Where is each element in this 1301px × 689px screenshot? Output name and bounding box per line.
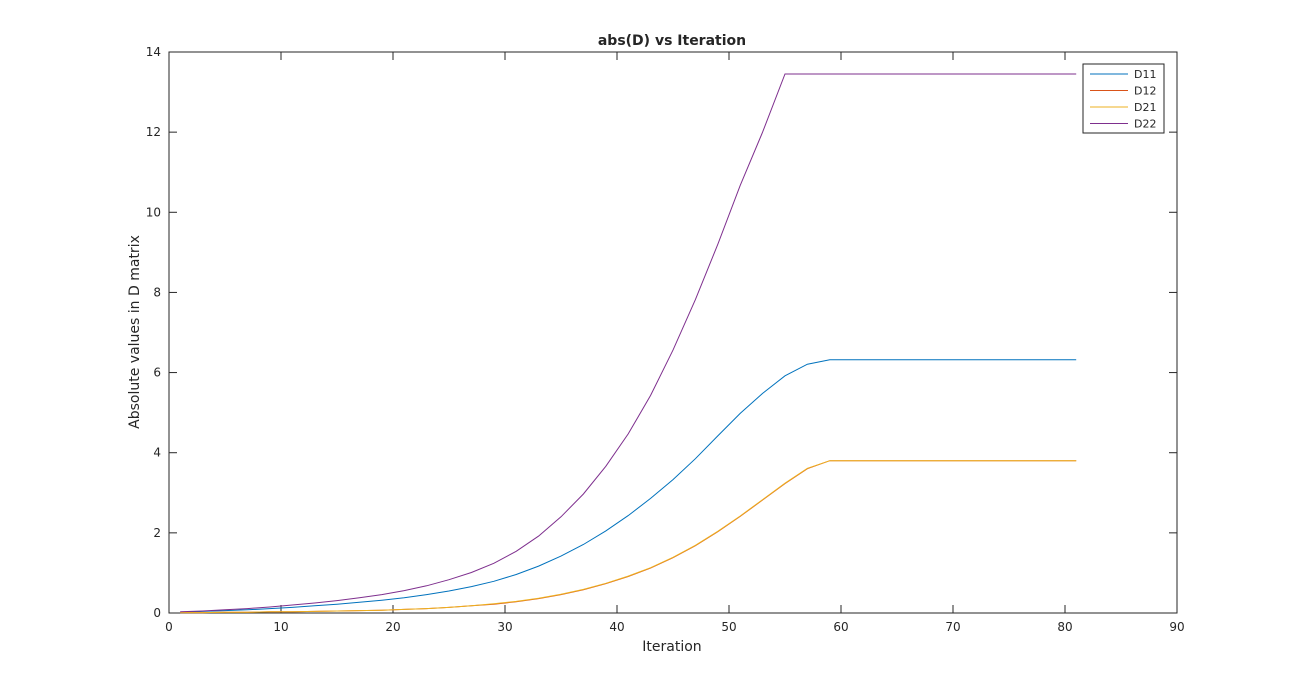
x-tick-label: 0 bbox=[165, 620, 173, 634]
chart-title: abs(D) vs Iteration bbox=[598, 33, 746, 49]
x-tick-label: 60 bbox=[833, 620, 848, 634]
y-tick-label: 2 bbox=[153, 526, 161, 540]
y-tick-label: 14 bbox=[146, 45, 161, 59]
y-tick-label: 12 bbox=[146, 125, 161, 139]
plot-area: 0 10 20 30 40 50 60 70 80 90 0 2 4 6 8 10 12 14 bbox=[146, 45, 1185, 634]
legend-label-d12: D12 bbox=[1134, 85, 1156, 98]
y-tick-label: 0 bbox=[153, 606, 161, 620]
legend-box bbox=[1082, 63, 1165, 134]
x-tick-label: 50 bbox=[721, 620, 736, 634]
axes-box bbox=[168, 51, 1178, 614]
y-axis-label: Absolute values in D matrix bbox=[127, 235, 143, 429]
y-tick-label: 10 bbox=[146, 205, 161, 219]
x-tick-label: 10 bbox=[273, 620, 288, 634]
x-tick-label: 20 bbox=[385, 620, 400, 634]
y-tick-label: 8 bbox=[153, 285, 161, 299]
series-line-d11 bbox=[180, 359, 1077, 613]
series-line-d22 bbox=[180, 73, 1077, 613]
x-tick-label: 30 bbox=[497, 620, 512, 634]
y-tick-label: 6 bbox=[153, 366, 161, 380]
y-tick-label: 4 bbox=[153, 446, 161, 460]
legend-label-d11: D11 bbox=[1134, 68, 1156, 81]
legend-label-d22: D22 bbox=[1134, 118, 1156, 131]
legend: D11 D12 D21 D22 bbox=[1082, 63, 1165, 134]
legend-label-d21: D21 bbox=[1134, 101, 1156, 114]
series-line-d21 bbox=[180, 460, 1077, 614]
x-tick-label: 40 bbox=[609, 620, 624, 634]
x-tick-label: 80 bbox=[1057, 620, 1072, 634]
x-axis-label: Iteration bbox=[642, 639, 701, 655]
x-tick-label: 90 bbox=[1169, 620, 1184, 634]
x-tick-label: 70 bbox=[945, 620, 960, 634]
